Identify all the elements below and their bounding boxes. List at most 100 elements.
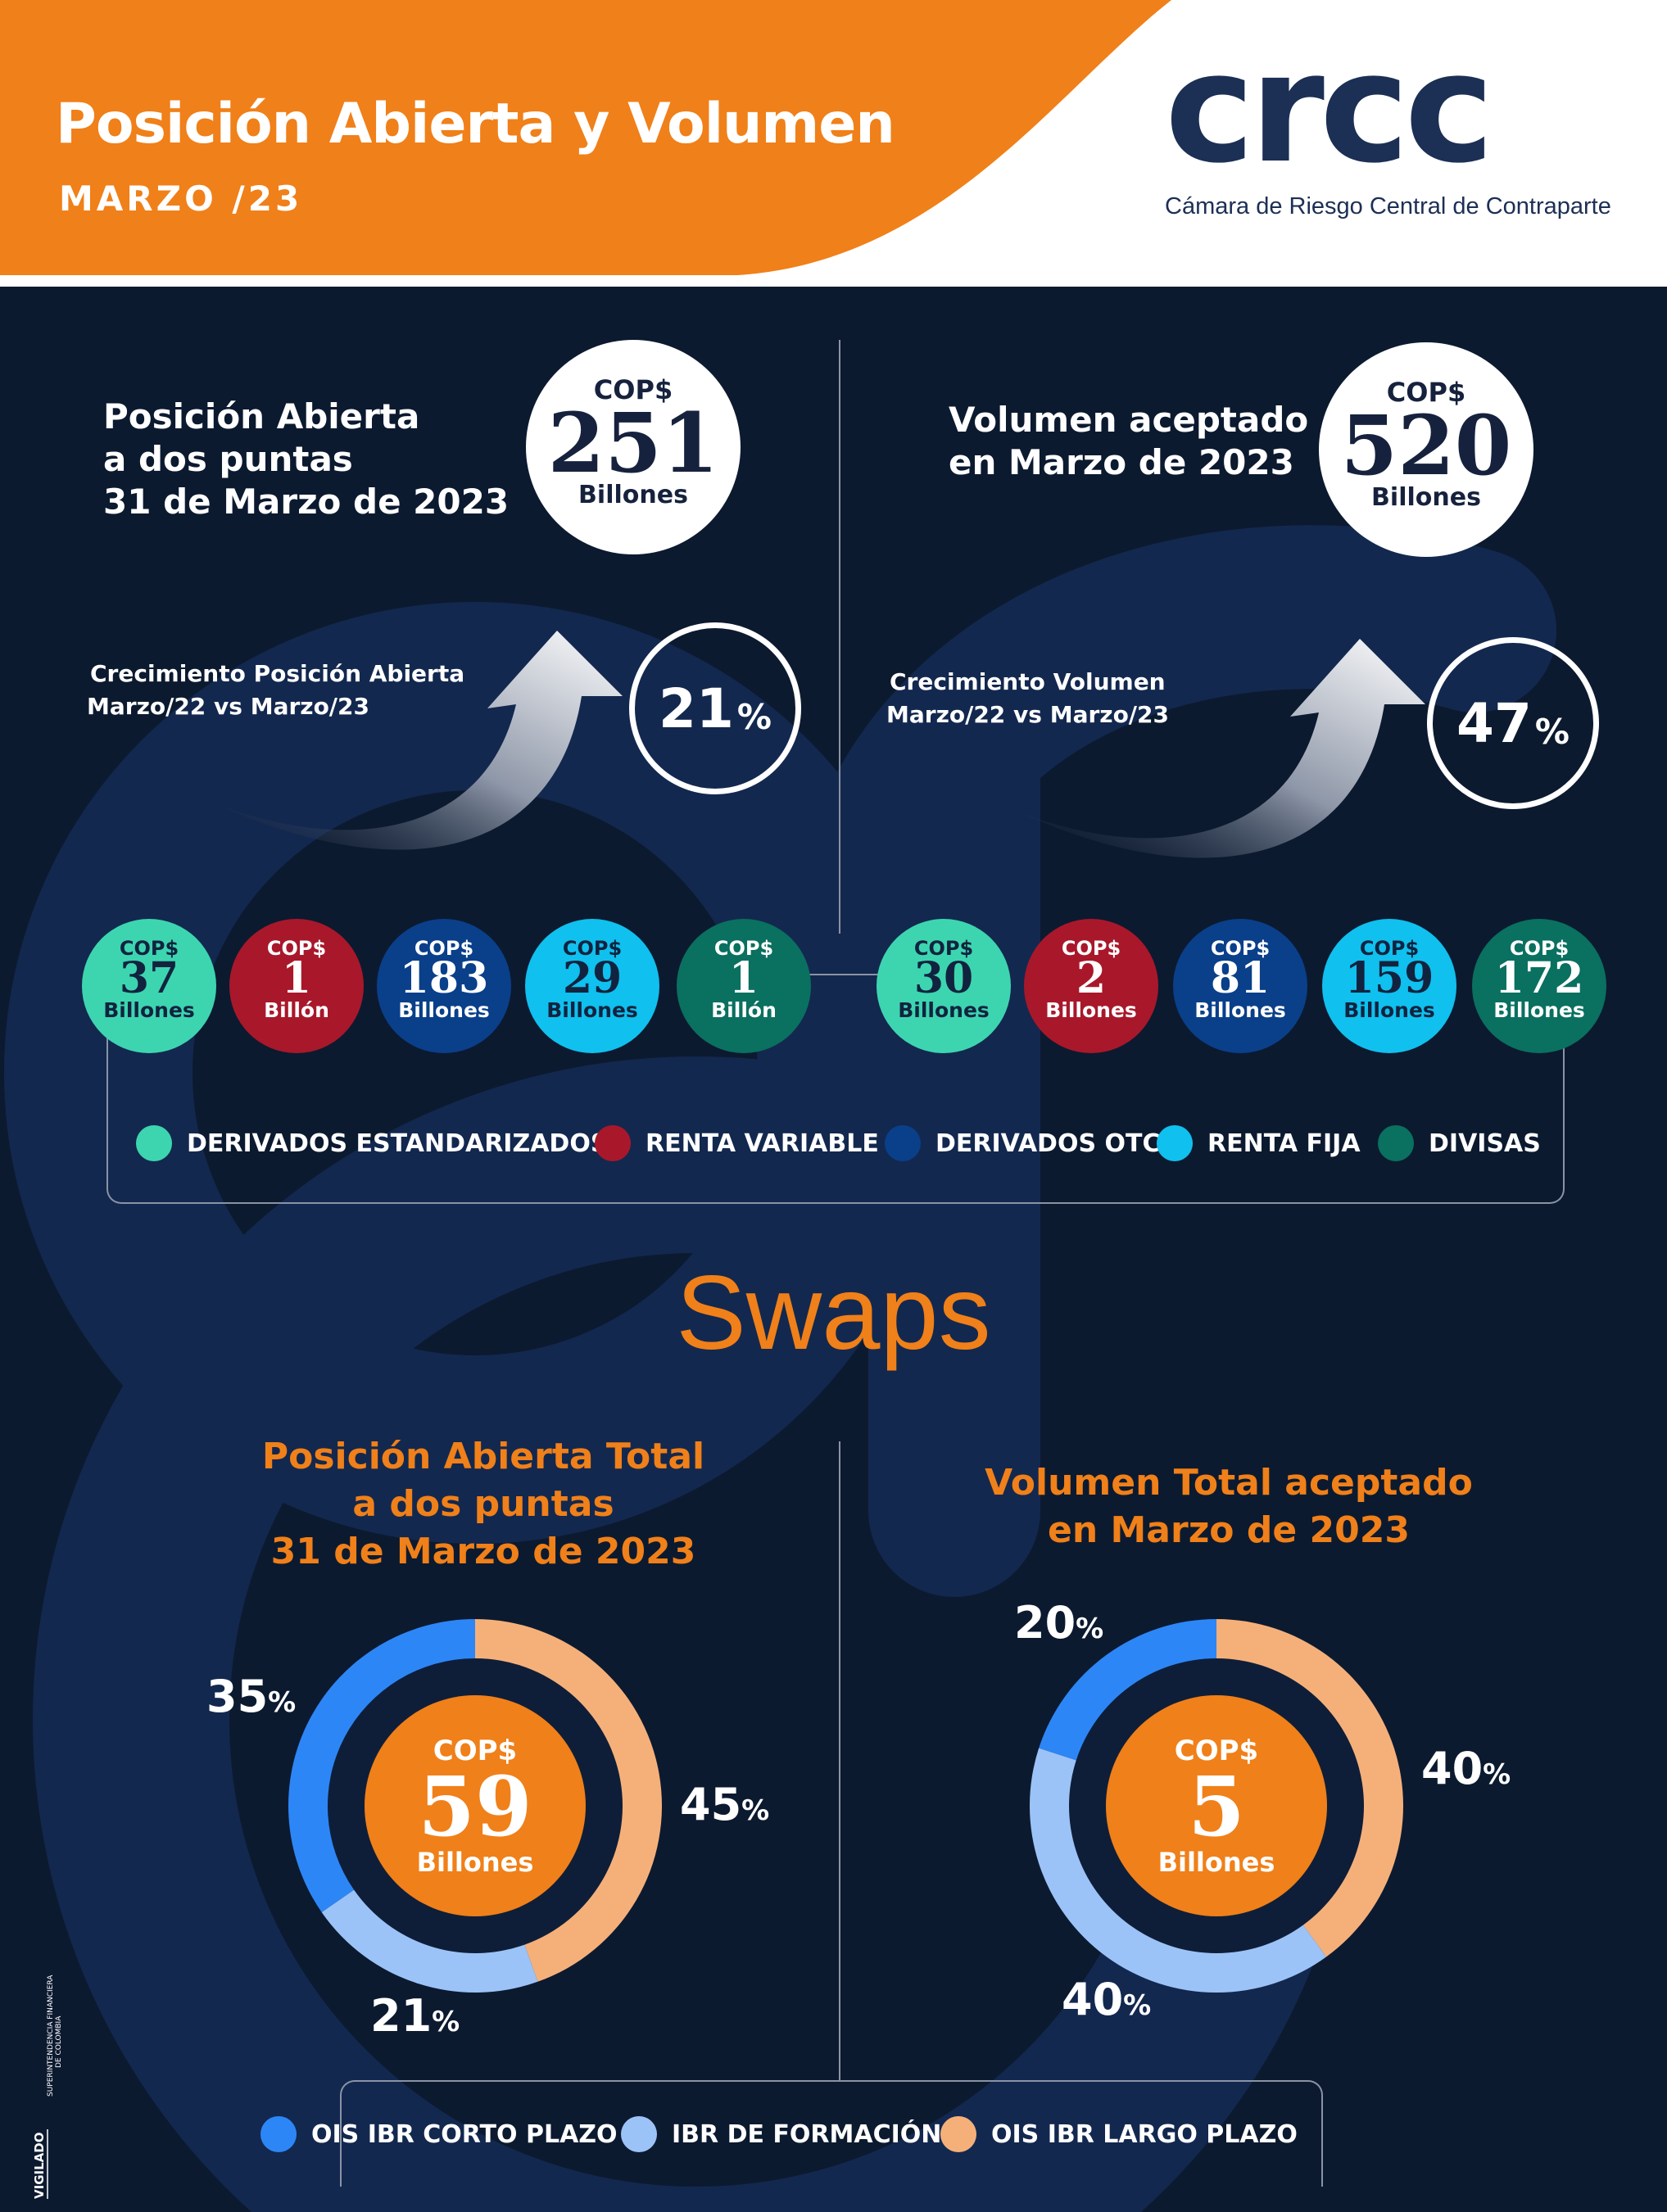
slice-unit: %	[1123, 1989, 1152, 2022]
legend-ibr-de-formacion: IBR DE FORMACIÓN	[621, 2116, 941, 2152]
open-position-growth-line-2: Marzo/22 vs Marzo/23	[87, 693, 369, 720]
swaps-left-title-line-1: Posición Abierta Total	[261, 1436, 705, 1477]
swaps-legend-box	[340, 2080, 1323, 2187]
volume-title: Volumen aceptado en Marzo de 2023	[949, 399, 1308, 484]
legend-label: DIVISAS	[1429, 1129, 1541, 1158]
swaps-left-label-corto: 35%	[206, 1671, 296, 1722]
category-legend-box	[106, 991, 1565, 1204]
swaps-right-center: COP$ 5 Billones	[1106, 1695, 1327, 1916]
open-position-derivados-otc: COP$ 183 Billones	[377, 919, 511, 1053]
open-position-title-line-1: Posición Abierta	[103, 396, 420, 437]
legend-ois-ibr-largo-plazo: OIS IBR LARGO PLAZO	[940, 2116, 1298, 2152]
slice-unit: %	[1076, 1613, 1104, 1645]
category-unit: Billones	[1493, 998, 1585, 1022]
swaps-left-center: COP$ 59 Billones	[365, 1695, 586, 1916]
category-unit: Billones	[1045, 998, 1137, 1022]
volume-title-line-2: en Marzo de 2023	[949, 442, 1294, 482]
swaps-right-label-largo: 40%	[1421, 1743, 1511, 1794]
legend-divisas: DIVISAS	[1378, 1125, 1541, 1161]
category-currency: COP$	[1210, 937, 1271, 960]
legend-label: IBR DE FORMACIÓN	[672, 2119, 942, 2149]
slice-unit: %	[432, 2006, 460, 2038]
category-unit: Billones	[546, 998, 638, 1022]
legend-label: RENTA VARIABLE	[646, 1129, 879, 1158]
swaps-left-title-line-2: a dos puntas	[352, 1483, 614, 1525]
open-position-title-line-2: a dos puntas	[103, 439, 353, 479]
volume-growth-ring: 47%	[1427, 637, 1599, 809]
category-value: 159	[1344, 953, 1434, 1003]
volume-growth-unit: %	[1534, 711, 1570, 752]
category-currency: COP$	[1359, 937, 1420, 960]
open-position-growth-line-1: Crecimiento Posición Abierta	[90, 660, 465, 687]
slice-value: 40	[1421, 1743, 1484, 1794]
swaps-left-title-line-3: 31 de Marzo de 2023	[270, 1531, 696, 1572]
vigilado-text: VIGILADO	[32, 2133, 47, 2199]
category-unit: Billón	[264, 998, 329, 1022]
legend-renta-fija: RENTA FIJA	[1157, 1125, 1361, 1161]
swaps-left-unit: Billones	[416, 1847, 534, 1878]
legend-renta-variable: RENTA VARIABLE	[595, 1125, 879, 1161]
open-position-renta-fija: COP$ 29 Billones	[525, 919, 659, 1053]
volume-derivados-otc: COP$ 81 Billones	[1173, 919, 1307, 1053]
legend-ois-ibr-corto-plazo: OIS IBR CORTO PLAZO	[260, 2116, 618, 2152]
open-position-growth-value: 21	[659, 676, 734, 740]
supervisor-line-1: SUPERINTENDENCIA FINANCIERA	[47, 1975, 55, 2097]
legend-derivados-estandarizados: DERIVADOS ESTANDARIZADOS	[136, 1125, 608, 1161]
open-position-divisas: COP$ 1 Billón	[677, 919, 811, 1053]
swaps-right-title-line-1: Volumen Total aceptado	[985, 1462, 1473, 1504]
open-position-renta-variable: COP$ 1 Billón	[229, 919, 364, 1053]
swaps-right-unit: Billones	[1157, 1847, 1275, 1878]
growth-arrow-icon	[1016, 639, 1425, 858]
slice-ois-ibr-largo-plazo	[1216, 1619, 1403, 1957]
category-currency: COP$	[1061, 937, 1121, 960]
growth-arrow-icon	[213, 631, 623, 850]
swaps-left-title: Posición Abierta Total a dos puntas 31 d…	[147, 1433, 819, 1576]
legend-label: RENTA FIJA	[1207, 1129, 1361, 1158]
open-position-derivados-estandarizados: COP$ 37 Billones	[82, 919, 216, 1053]
legend-swatch	[260, 2116, 297, 2152]
page-subtitle: MARZO /23	[59, 179, 303, 219]
open-position-title-line-3: 31 de Marzo de 2023	[103, 482, 510, 522]
legend-label: DERIVADOS ESTANDARIZADOS	[187, 1129, 609, 1158]
category-currency: COP$	[913, 937, 974, 960]
open-position-title: Posición Abierta a dos puntas 31 de Marz…	[103, 396, 509, 523]
volume-growth-label: Crecimiento Volumen Marzo/22 vs Marzo/23	[886, 666, 1169, 731]
slice-ois-ibr-corto-plazo	[288, 1619, 475, 1912]
open-position-unit: Billones	[578, 481, 688, 509]
category-currency: COP$	[713, 937, 774, 960]
category-unit: Billones	[1194, 998, 1286, 1022]
open-position-currency: COP$	[593, 374, 673, 405]
category-currency: COP$	[1509, 937, 1570, 960]
legend-label: OIS IBR LARGO PLAZO	[991, 2119, 1298, 2149]
volume-renta-variable: COP$ 2 Billones	[1024, 919, 1158, 1053]
volume-title-line-1: Volumen aceptado	[949, 400, 1309, 440]
logo-subtitle: Cámara de Riesgo Central de Contraparte	[1165, 193, 1611, 219]
vigilado-badge: VIGILADO SUPERINTENDENCIA FINANCIERA DE …	[32, 1975, 62, 2199]
header-background	[0, 0, 1667, 287]
category-unit: Billones	[1343, 998, 1435, 1022]
volume-growth-line-2: Marzo/22 vs Marzo/23	[886, 701, 1169, 728]
swaps-right-label-corto: 20%	[1014, 1597, 1103, 1649]
open-position-growth-ring: 21%	[629, 622, 801, 794]
legend-swatch	[940, 2116, 976, 2152]
category-value: 1	[728, 953, 759, 1003]
category-value: 1	[281, 953, 312, 1003]
slice-ibr-de-formacion	[1030, 1748, 1327, 1993]
volume-unit: Billones	[1371, 483, 1481, 512]
open-position-value: 251	[547, 395, 719, 491]
slice-value: 40	[1062, 1974, 1124, 2025]
legend-swatch	[1378, 1125, 1414, 1161]
volume-derivados-estandarizados: COP$ 30 Billones	[877, 919, 1011, 1053]
category-value: 172	[1494, 953, 1584, 1003]
category-currency: COP$	[414, 937, 474, 960]
category-unit: Billones	[398, 998, 490, 1022]
swaps-left-label-formacion: 21%	[370, 1990, 460, 2042]
slice-unit: %	[1483, 1758, 1511, 1791]
swaps-left-currency: COP$	[433, 1735, 518, 1767]
volume-total-bubble: COP$ 520 Billones	[1319, 342, 1533, 557]
category-unit: Billones	[898, 998, 990, 1022]
crcc-logo: crcc	[1165, 20, 1494, 197]
volume-currency: COP$	[1386, 377, 1466, 408]
swaps-left-label-largo: 45%	[680, 1779, 769, 1830]
